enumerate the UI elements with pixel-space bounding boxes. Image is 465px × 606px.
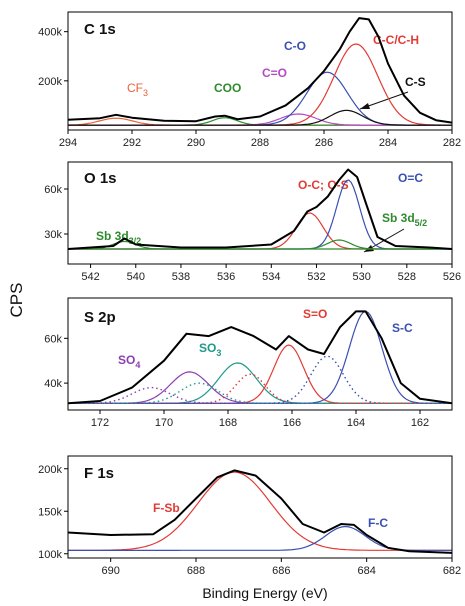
c-s-arrowhead: [360, 103, 370, 109]
f1s-y-tick-label-1: 150k: [38, 506, 62, 518]
c1s-panel: C 1s CF3 COO C=O C-O C-C/C-H C-S 294 292 2…: [38, 11, 461, 149]
s-c-label: S-C: [392, 321, 413, 335]
s2p-component-0: [68, 371, 452, 404]
c1s-x-tick-label-3: 288: [251, 137, 269, 149]
o1s-plot-frame: [67, 161, 453, 265]
c1s-component-4: [68, 43, 452, 126]
c1s-y-tick-label-1: 400k: [38, 27, 62, 39]
sb3d32-label: Sb 3d3/2: [96, 229, 141, 246]
c-o-label: C-O: [284, 39, 306, 53]
s2p-x-tick-label-4: 164: [347, 417, 365, 429]
so3-label: SO3: [199, 341, 221, 358]
o1s-y-tick-label-1: 60k: [44, 184, 62, 196]
c-o-double-label: C=O: [262, 66, 287, 80]
o1s-x-tick-label-4: 534: [262, 271, 280, 283]
c-c-label: C-C/C-H: [373, 33, 419, 47]
s2p-component-4: [68, 373, 452, 404]
o1s-x-tick-label-1: 540: [127, 271, 145, 283]
s2p-plot-frame: [67, 297, 453, 411]
c1s-y-tick-label-0: 200k: [38, 76, 62, 88]
o1s-x-tick-label-2: 538: [172, 271, 190, 283]
c1s-x-tick-label-5: 284: [379, 137, 397, 149]
f1s-y-tick-label-0: 100k: [38, 549, 62, 561]
o1s-envelope-line: [67, 168, 453, 250]
o1s-x-tick-label-3: 536: [217, 271, 235, 283]
o-c-label: O-C; O-S: [298, 178, 349, 192]
f1s-component-0: [68, 471, 452, 551]
c1s-x-tick-label-0: 294: [59, 137, 77, 149]
s2p-x-tick-label-3: 166: [283, 417, 301, 429]
o1s-x-tick-label-7: 528: [398, 271, 416, 283]
so4-label: SO4: [118, 353, 140, 370]
f1s-envelope-line: [67, 469, 453, 554]
o1s-x-tick-label-6: 530: [352, 271, 370, 283]
o1s-title: O 1s: [84, 170, 117, 187]
o1s-x-tick-label-0: 542: [81, 271, 99, 283]
cf3-label: CF3: [127, 81, 148, 98]
s2p-envelope-line: [67, 310, 453, 405]
x-axis-title: Binding Energy (eV): [202, 585, 327, 601]
o1s-x-tick-label-5: 532: [307, 271, 325, 283]
s2p-x-tick-label-1: 170: [155, 417, 173, 429]
c1s-envelope-line: [67, 17, 453, 124]
f-sb-label: F-Sb: [153, 501, 180, 515]
f1s-x-tick-label-0: 690: [101, 565, 119, 577]
s2p-title: S 2p: [84, 309, 116, 326]
sb3d52-label: Sb 3d5/2: [382, 211, 427, 228]
f1s-x-tick-label-3: 684: [357, 565, 375, 577]
s2p-panel: S 2p SO4 SO3 S=O S-C 172 170 168 166 164 162 4…: [44, 297, 453, 429]
c1s-x-tick-label-2: 290: [187, 137, 205, 149]
s2p-component-7: [68, 382, 452, 404]
s2p-x-tick-label-5: 162: [411, 417, 429, 429]
f1s-x-tick-label-1: 688: [187, 565, 205, 577]
s2p-y-tick-label-0: 40k: [44, 378, 62, 390]
c1s-x-tick-label-6: 282: [443, 137, 461, 149]
o1s-x-tick-label-8: 526: [443, 271, 461, 283]
y-axis-title: CPS: [7, 283, 26, 318]
f1s-panel: F 1s F-Sb F-C 690 688 686 684 682 100k 150k 200…: [38, 455, 461, 577]
c-s-label: C-S: [405, 75, 426, 89]
c1s-x-tick-label-4: 286: [315, 137, 333, 149]
c1s-component-5: [68, 109, 452, 126]
s2p-x-tick-label-2: 168: [219, 417, 237, 429]
f1s-y-tick-label-2: 200k: [38, 464, 62, 476]
f-c-label: F-C: [368, 516, 388, 530]
f1s-x-tick-label-2: 686: [272, 565, 290, 577]
s2p-x-tick-label-0: 172: [91, 417, 109, 429]
f1s-component-1: [68, 525, 452, 552]
o1s-y-tick-label-0: 30k: [44, 229, 62, 241]
c1s-plot-frame: [67, 11, 453, 131]
coo-label: COO: [214, 81, 241, 95]
f1s-plot-frame: [67, 455, 453, 559]
s2p-y-tick-label-1: 60k: [44, 333, 62, 345]
c1s-x-tick-label-1: 292: [123, 137, 141, 149]
o1s-panel: O 1s Sb 3d3/2 O-C; O-S O=C Sb 3d5/2 542 5…: [44, 161, 461, 283]
c1s-title: C 1s: [84, 21, 116, 38]
s-o-label: S=O: [303, 307, 327, 321]
f1s-title: F 1s: [84, 465, 114, 482]
o-double-c-label: O=C: [398, 171, 423, 185]
f1s-x-tick-label-4: 682: [443, 565, 461, 577]
